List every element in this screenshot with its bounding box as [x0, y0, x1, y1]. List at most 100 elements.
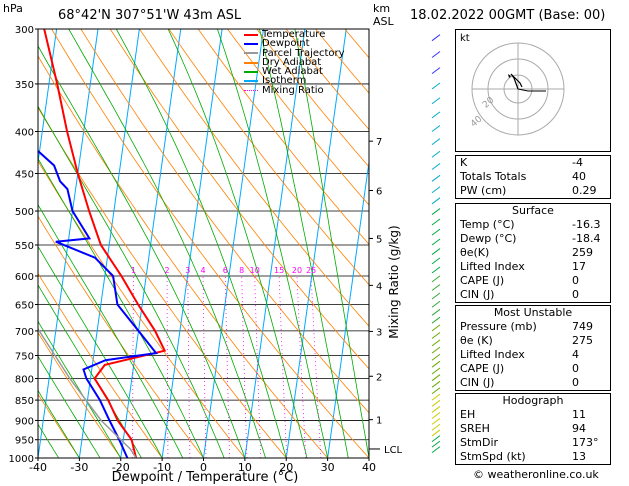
legend-label: Temperature: [262, 29, 326, 40]
wind-barb: [431, 208, 441, 215]
mixing-ratio-label: 3: [185, 266, 190, 275]
storm-arrow-icon: [508, 74, 511, 78]
mixing-ratio-line: [187, 275, 191, 458]
isotherm-line: [244, 29, 306, 458]
mixing-ratio-label: 4: [201, 266, 206, 275]
mixing-ratio-line: [310, 275, 322, 458]
wet-adiabat-line: [294, 29, 369, 458]
dry-adiabat-line: [38, 55, 328, 458]
hodograph-title: Hodograph: [502, 394, 564, 407]
wind-barb: [431, 266, 441, 274]
mixing-ratio-line: [278, 275, 288, 458]
isotherm-line: [38, 29, 58, 166]
pressure-tick-label: 650: [15, 301, 34, 312]
wind-barb: [431, 150, 441, 158]
wet-adiabat-line: [115, 29, 287, 458]
temperature-tick-label: 10: [238, 461, 252, 474]
dry-adiabat-line: [38, 160, 246, 458]
wet-adiabat-line: [38, 389, 80, 458]
x-axis-label: Dewpoint / Temperature (°C): [112, 470, 299, 485]
temperature-tick-label: 40: [362, 461, 376, 474]
legend-entry: Isotherm: [244, 76, 345, 86]
hodograph-panel: kt 20 40: [455, 29, 611, 152]
wind-barb: [431, 393, 441, 401]
wind-barb: [431, 417, 441, 425]
indices-table: K -4 Totals Totals 40 PW (cm) 0.29: [455, 155, 611, 199]
isotherm-line: [78, 29, 140, 458]
wind-barb: [431, 111, 441, 119]
dry-adiabat-line: [139, 29, 369, 327]
wind-barb: [431, 97, 441, 105]
series-parcel-trajectory: [38, 327, 137, 458]
legend-entry: Wet Adiabat: [244, 67, 345, 77]
wet-adiabat-line: [38, 245, 163, 458]
mixing-ratio-label: 10: [250, 266, 260, 275]
wind-barb: [431, 300, 441, 308]
most-unstable-table: Most Unstable Pressure (mb) 749 θe (K) 275…: [455, 305, 611, 391]
mixing-ratio-line: [166, 276, 169, 458]
wind-barb: [431, 399, 441, 407]
mixing-ratio-line: [254, 275, 262, 458]
surface-row: Lifted Index 17: [460, 260, 586, 273]
isotherm-line: [285, 29, 347, 458]
dry-adiabat-line: [80, 29, 369, 414]
km-tick-label: 6: [376, 186, 382, 197]
legend-entry: Temperature: [244, 29, 345, 40]
chart-legend: Temperature Dewpoint Parcel Trajectory Dry …: [244, 29, 345, 95]
unstable-row: θe (K) 275: [460, 334, 593, 347]
mixing-ratio-line: [296, 275, 307, 458]
legend-entry: Dewpoint: [244, 39, 345, 49]
wet-adiabat-line: [167, 29, 308, 458]
unstable-row: CAPE (J) 0: [460, 362, 579, 375]
unstable-row: CIN (J) 0: [460, 376, 579, 389]
most-unstable-title: Most Unstable: [493, 306, 573, 319]
surface-table: Surface Temp (°C) -16.3 Dewp (°C) -18.4 θe…: [455, 203, 611, 303]
isotherm-line: [0, 29, 15, 458]
legend-swatch: [244, 89, 258, 91]
mixing-ratio-line: [132, 275, 134, 458]
wet-adiabat-line: [38, 320, 122, 458]
hodograph-row: StmDir 173°: [460, 436, 599, 449]
legend-swatch: [244, 70, 258, 73]
temperature-tick-label: 20: [279, 461, 293, 474]
surface-title: Surface: [512, 204, 554, 217]
unstable-row: Pressure (mb) 749: [460, 320, 593, 333]
wind-barb: [431, 429, 441, 437]
mixing-ratio-line: [224, 275, 230, 458]
mixing-ratio-line: [202, 275, 207, 458]
dry-adiabat-line: [38, 215, 204, 458]
wind-barb: [431, 446, 441, 454]
wind-barb: [431, 125, 441, 132]
km-tick-label: 3: [376, 327, 382, 338]
pressure-tick-label: 600: [15, 272, 34, 283]
wind-barb: [431, 248, 441, 255]
surface-row: Dewp (°C) -18.4: [460, 232, 601, 245]
mixing-ratio-axis-label: Mixing Ratio (g/kg): [387, 225, 401, 338]
wind-barb: [431, 387, 441, 395]
hodograph-row: EH 11: [460, 408, 586, 421]
pressure-tick-label: 500: [15, 207, 34, 218]
wind-barb: [431, 174, 441, 182]
pressure-tick-label: 750: [15, 351, 34, 362]
legend-label: Dry Adiabat: [262, 56, 322, 68]
wind-barb: [431, 228, 441, 236]
wind-barb: [431, 406, 441, 413]
surface-row: CIN (J) 0: [460, 288, 579, 301]
temperature-tick-label: -40: [29, 461, 47, 474]
wind-barb: [431, 34, 441, 42]
wind-barb: [431, 238, 441, 246]
wind-barb: [431, 332, 441, 339]
wind-barb: [431, 163, 441, 170]
wind-barb: [431, 339, 441, 347]
temperature-tick-label: -20: [112, 461, 130, 474]
datetime-title: 18.02.2022 00GMT (Base: 00): [410, 8, 606, 23]
wind-barb: [431, 275, 441, 283]
dry-adiabat-line: [109, 29, 369, 370]
series-dewpoint: [38, 149, 158, 458]
wind-barb: [431, 82, 441, 90]
mixing-ratio-label: 15: [274, 266, 284, 275]
pressure-tick-label: 700: [15, 327, 34, 338]
location-title: 68°42'N 307°51'W 43m ASL: [58, 8, 242, 23]
pressure-tick-label: 350: [15, 80, 34, 91]
lcl-label: LCL: [384, 445, 403, 456]
